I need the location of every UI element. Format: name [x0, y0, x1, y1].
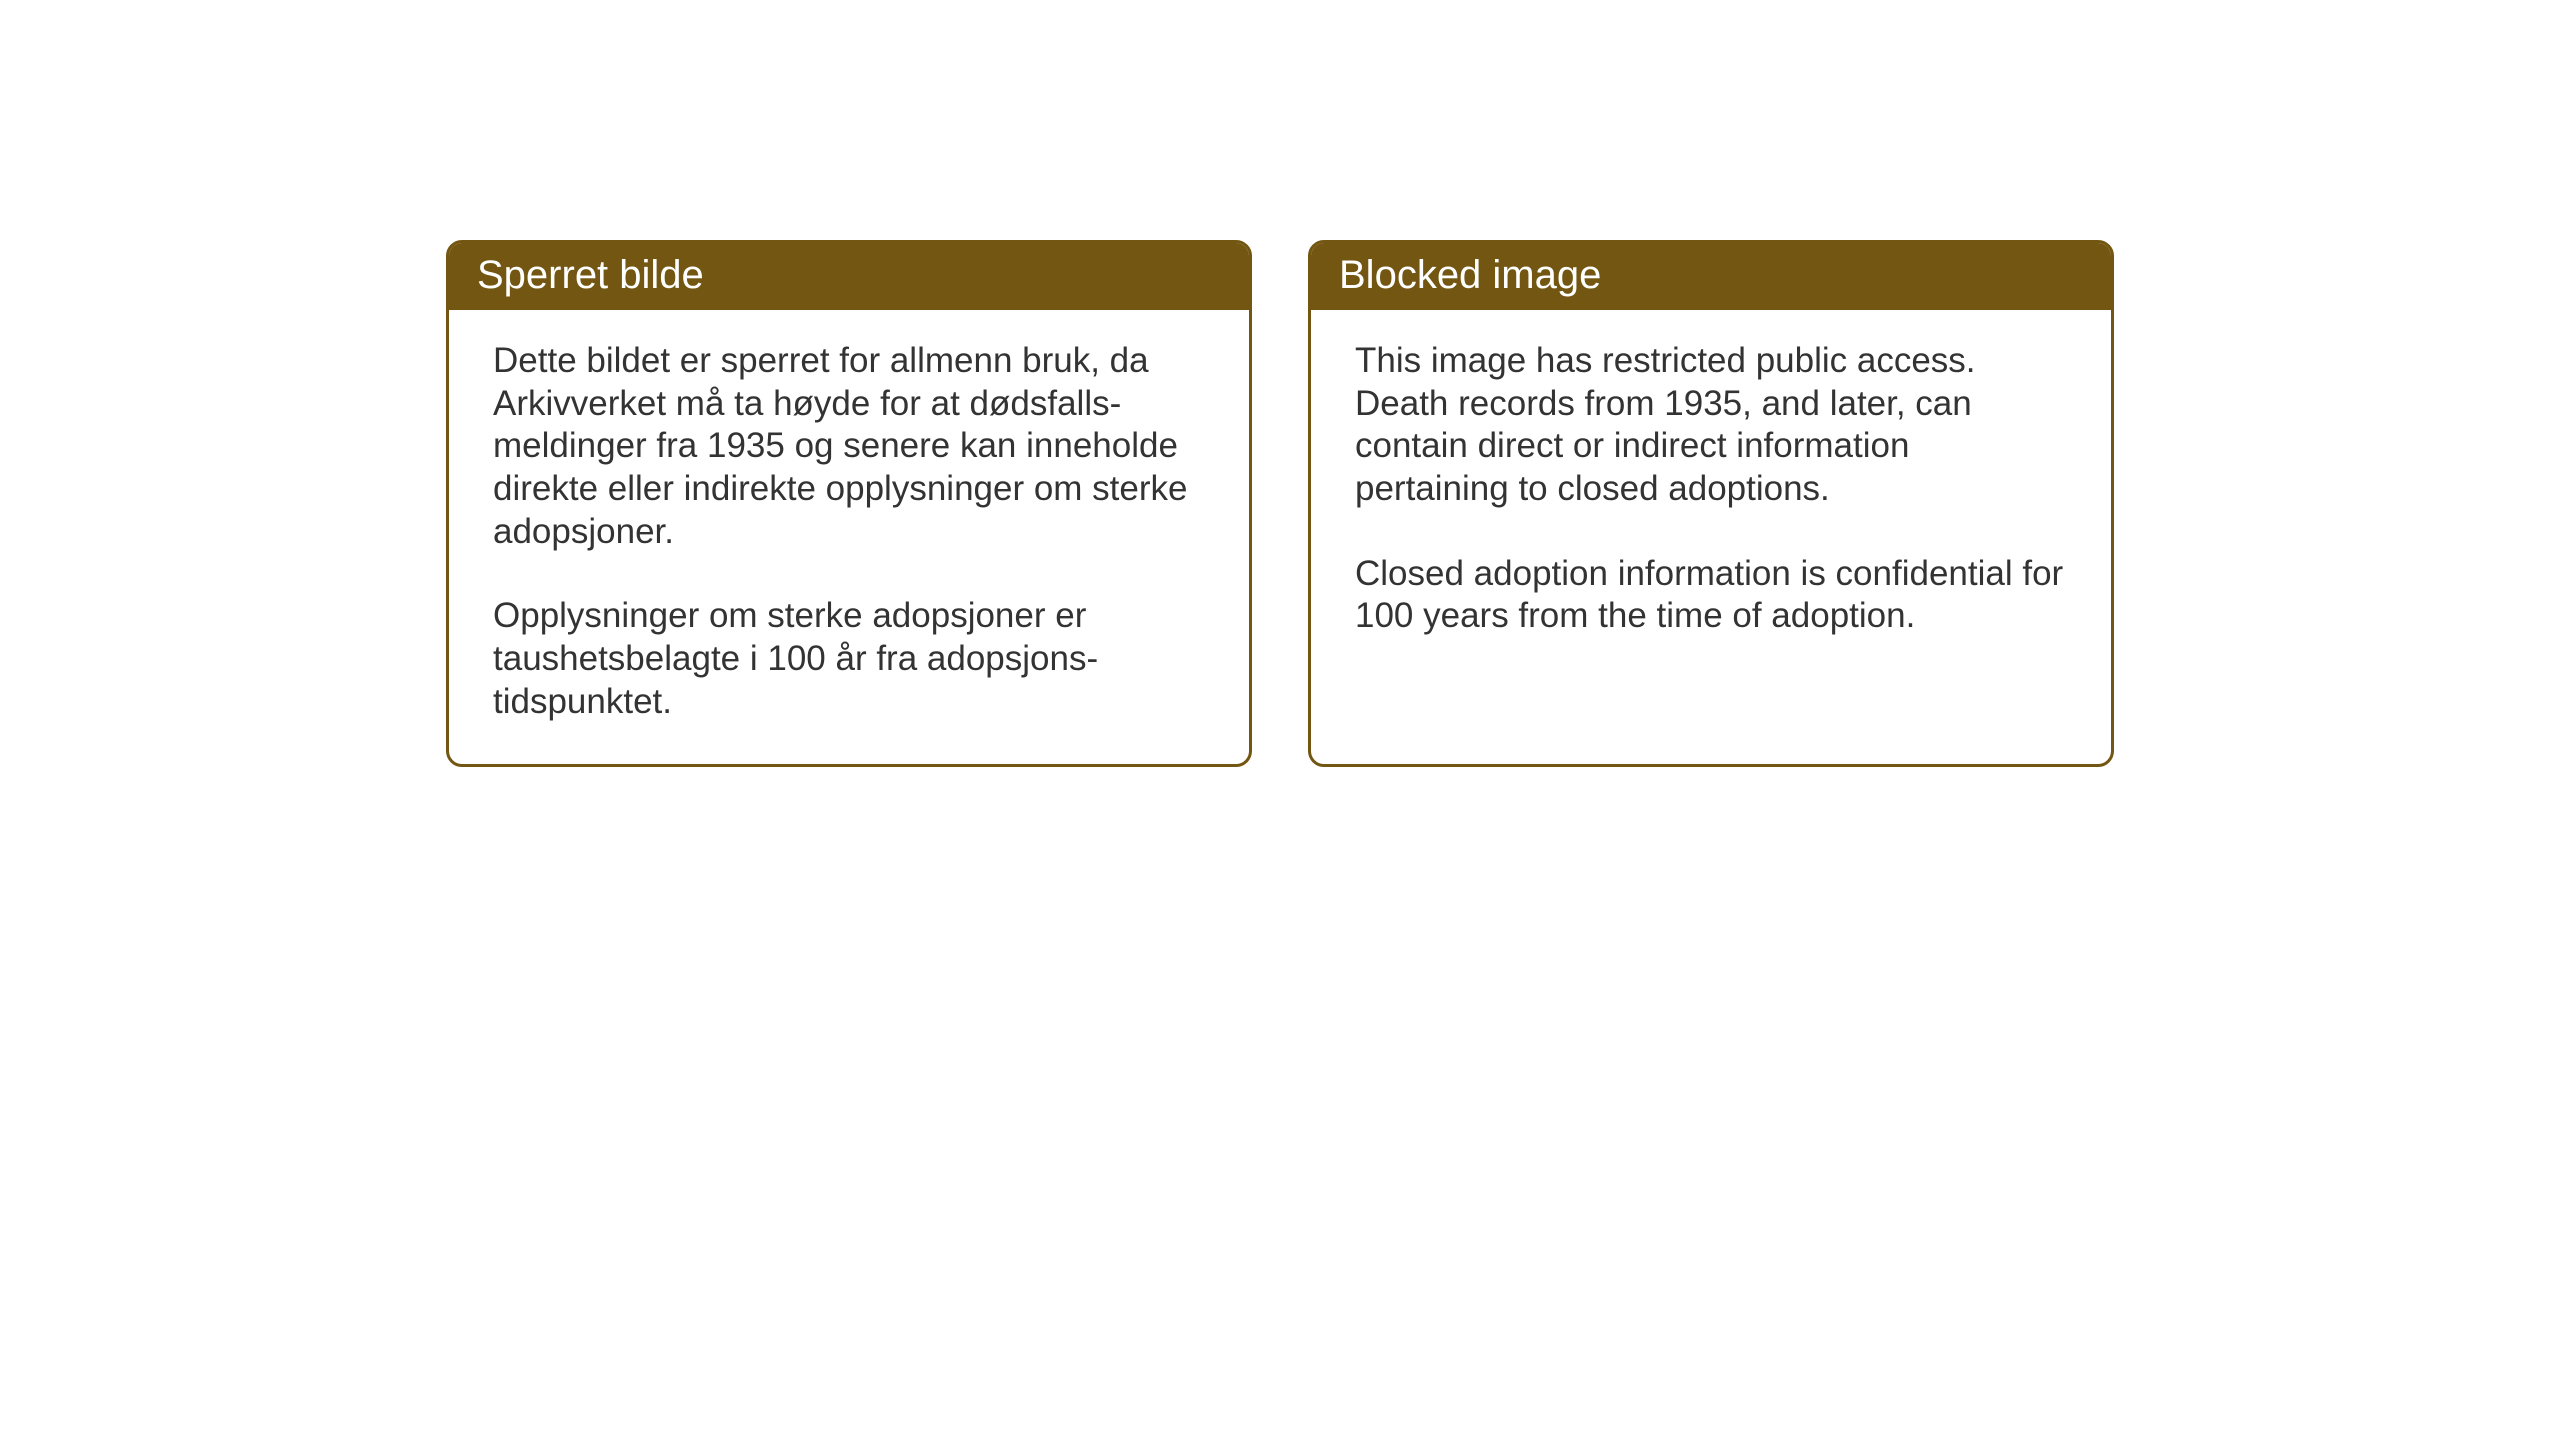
- notice-paragraph-1-english: This image has restricted public access.…: [1355, 340, 2067, 511]
- notice-title-english: Blocked image: [1339, 253, 1601, 297]
- notice-header-norwegian: Sperret bilde: [449, 243, 1249, 310]
- notice-header-english: Blocked image: [1311, 243, 2111, 310]
- notice-container: Sperret bilde Dette bildet er sperret fo…: [446, 240, 2114, 767]
- notice-paragraph-2-english: Closed adoption information is confident…: [1355, 553, 2067, 638]
- notice-body-norwegian: Dette bildet er sperret for allmenn bruk…: [449, 310, 1249, 764]
- notice-box-norwegian: Sperret bilde Dette bildet er sperret fo…: [446, 240, 1252, 767]
- notice-paragraph-1-norwegian: Dette bildet er sperret for allmenn bruk…: [493, 340, 1205, 553]
- notice-title-norwegian: Sperret bilde: [477, 253, 704, 297]
- notice-box-english: Blocked image This image has restricted …: [1308, 240, 2114, 767]
- notice-paragraph-2-norwegian: Opplysninger om sterke adopsjoner er tau…: [493, 595, 1205, 723]
- notice-body-english: This image has restricted public access.…: [1311, 310, 2111, 738]
